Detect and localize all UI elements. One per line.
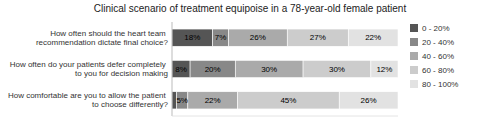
legend-swatch	[410, 66, 418, 74]
bar-segment	[303, 60, 371, 77]
data-label: 7%	[215, 33, 227, 42]
legend-label: 80 - 100%	[422, 80, 458, 89]
bar-segment	[172, 60, 190, 77]
data-label: 20%	[205, 65, 221, 74]
bar-segment	[348, 29, 398, 46]
bar-segment	[172, 29, 213, 46]
data-label: 27%	[310, 33, 326, 42]
legend-swatch	[410, 80, 418, 88]
y-axis-line	[172, 22, 173, 116]
bar-segment	[238, 92, 340, 109]
data-label: 12%	[376, 65, 392, 74]
bar-segment	[371, 60, 398, 77]
chart-title: Clinical scenario of treatment equipoise…	[94, 3, 407, 14]
data-label: 26%	[250, 33, 266, 42]
data-label: 18%	[184, 33, 200, 42]
data-label: 8%	[175, 65, 187, 74]
bar-segment	[188, 92, 238, 109]
data-label: 26%	[361, 96, 377, 105]
legend-swatch	[410, 24, 418, 32]
legend-label: 0 - 20%	[422, 24, 450, 33]
legend-label: 60 - 80%	[422, 66, 454, 75]
category-label: How often should the heart team recommen…	[36, 29, 169, 47]
category-label: How often do your patients defer complet…	[10, 60, 168, 78]
legend: 0 - 20% 20 - 40% 40 - 60% 60 - 80% 80 - 100%	[410, 24, 458, 89]
legend-swatch	[410, 38, 418, 46]
data-label: 30%	[329, 65, 345, 74]
legend-label: 40 - 60%	[422, 52, 454, 61]
data-labels: 18% 7% 26% 27% 22% 8% 20% 30% 30% 12% 5% 22% 45% 26%	[175, 33, 392, 105]
bar-segment	[177, 92, 188, 109]
data-label: 22%	[205, 96, 221, 105]
bar-segment	[339, 92, 398, 109]
legend-swatch	[410, 52, 418, 60]
legend-label: 20 - 40%	[422, 38, 454, 47]
data-label: 5%	[176, 96, 188, 105]
bar-segment	[213, 29, 229, 46]
data-label: 45%	[280, 96, 296, 105]
bar-segment	[287, 29, 348, 46]
bar-segment	[190, 60, 235, 77]
data-label: 30%	[261, 65, 277, 74]
data-label: 22%	[365, 33, 381, 42]
bar-segment	[229, 29, 288, 46]
category-label: How comfortable are you to allow the pat…	[8, 91, 169, 109]
bar-segment	[235, 60, 303, 77]
x-axis-line	[172, 116, 398, 117]
bars	[172, 29, 398, 109]
